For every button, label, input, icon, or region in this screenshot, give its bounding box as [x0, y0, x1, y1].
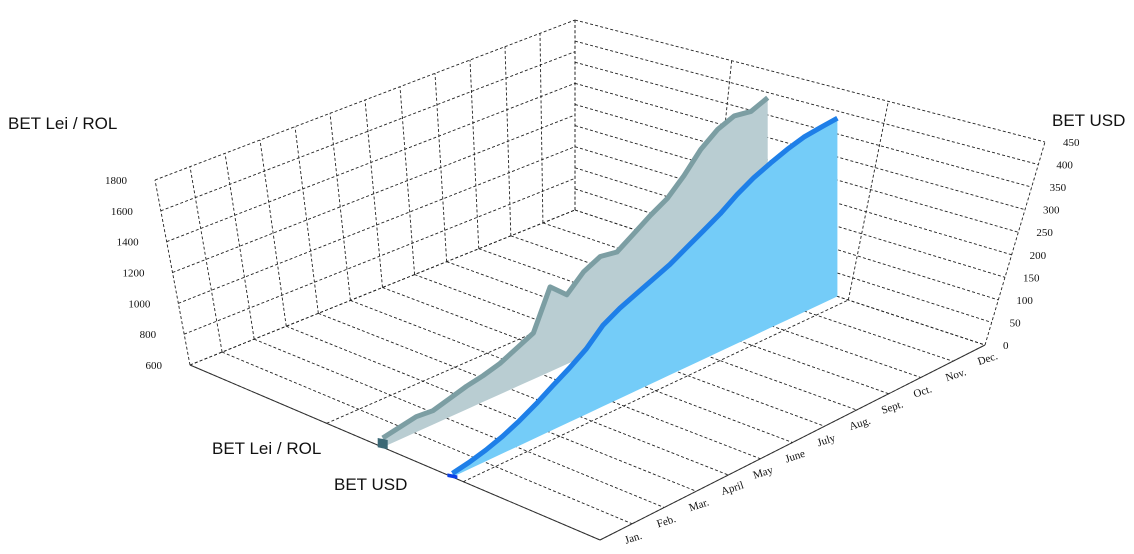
floor-depth-line: [189, 209, 576, 366]
series-top-edge: [451, 116, 839, 476]
right-axis-title: BET USD: [1052, 111, 1125, 130]
series-top-edge: [381, 95, 770, 441]
floor-month-line: [542, 222, 954, 362]
left-tick-label: 1000: [128, 298, 151, 310]
left-wall-vline: [504, 46, 512, 236]
left-wall-vline: [224, 153, 255, 340]
series-area: [452, 118, 838, 477]
left-tick-label: 1800: [105, 175, 128, 187]
right-tick-label: 200: [1030, 250, 1047, 262]
left-wall-vline: [189, 166, 223, 353]
right-wall-hline: [574, 19, 1046, 143]
month-tick-label: Oct.: [912, 383, 934, 400]
floor-month-line: [318, 312, 729, 476]
floor-edge-front: [189, 364, 601, 541]
right-wall-vline: [984, 141, 1046, 346]
left-wall-vline: [364, 99, 383, 288]
left-wall-vline: [294, 126, 319, 314]
month-tick-label: Nov.: [944, 366, 968, 384]
floor-depth-line: [463, 299, 849, 483]
left-tick-label: 1200: [123, 268, 146, 280]
floor-month-line: [221, 351, 633, 525]
left-tick-labels: 1800 1600 1400 1200 1000 800 600: [105, 175, 163, 372]
floor-month-line: [510, 235, 921, 378]
right-tick-label: 250: [1036, 227, 1053, 239]
month-tick-label: Aug.: [848, 415, 873, 433]
right-tick-label: 400: [1056, 160, 1073, 172]
left-wall-hline: [154, 19, 576, 181]
left-wall-vline: [469, 59, 480, 249]
left-wall-vline: [399, 86, 416, 275]
floor-month-line: [286, 325, 697, 492]
left-axis-title: BET Lei / ROL: [8, 114, 117, 133]
month-tick-label: Sept.: [880, 398, 905, 416]
left-wall-vline: [329, 113, 351, 301]
right-tick-labels: 450 400 350 300 250 200 150 100 500: [1003, 137, 1080, 352]
left-wall-vline: [154, 179, 191, 366]
left-wall-vline: [259, 139, 287, 327]
right-wall-vline: [847, 101, 889, 301]
right-tick-label: 150: [1023, 272, 1040, 284]
month-tick-label: Jan.: [623, 530, 644, 547]
right-tick-label: 350: [1050, 182, 1067, 194]
series-1: [447, 116, 839, 479]
month-tick-label: April: [720, 479, 746, 498]
left-wall-vline: [539, 33, 544, 223]
series-front-face: [447, 473, 458, 479]
right-tick-label: 0: [1003, 340, 1009, 352]
right-wall-hline: [574, 61, 1032, 188]
month-tick-label: May: [752, 464, 775, 482]
depth-label-usd: BET USD: [334, 475, 407, 494]
left-tick-label: 1400: [117, 237, 140, 249]
month-tick-label: Feb.: [655, 513, 677, 530]
right-tick-label: 450: [1063, 137, 1080, 149]
left-tick-label: 800: [140, 329, 157, 341]
depth-label-lei: BET Lei / ROL: [212, 439, 321, 458]
right-wall-hline: [574, 167, 999, 301]
floor-edge-right: [599, 344, 986, 541]
right-tick-label: 100: [1016, 295, 1033, 307]
left-wall-vline: [434, 73, 448, 262]
month-tick-label: June: [784, 448, 807, 466]
series-layer: [377, 95, 839, 479]
floor-month-line: [253, 338, 665, 508]
series-front-face: [377, 438, 388, 450]
right-wall-hline: [574, 40, 1039, 165]
left-tick-label: 600: [146, 360, 163, 372]
right-tick-label: 50: [1010, 317, 1022, 329]
month-tick-label: Dec.: [976, 350, 999, 368]
month-tick-label: July: [816, 432, 838, 449]
month-tick-label: Mar.: [687, 496, 710, 514]
right-tick-label: 300: [1043, 205, 1060, 217]
left-wall: [154, 19, 576, 366]
left-tick-label: 1600: [111, 206, 134, 218]
